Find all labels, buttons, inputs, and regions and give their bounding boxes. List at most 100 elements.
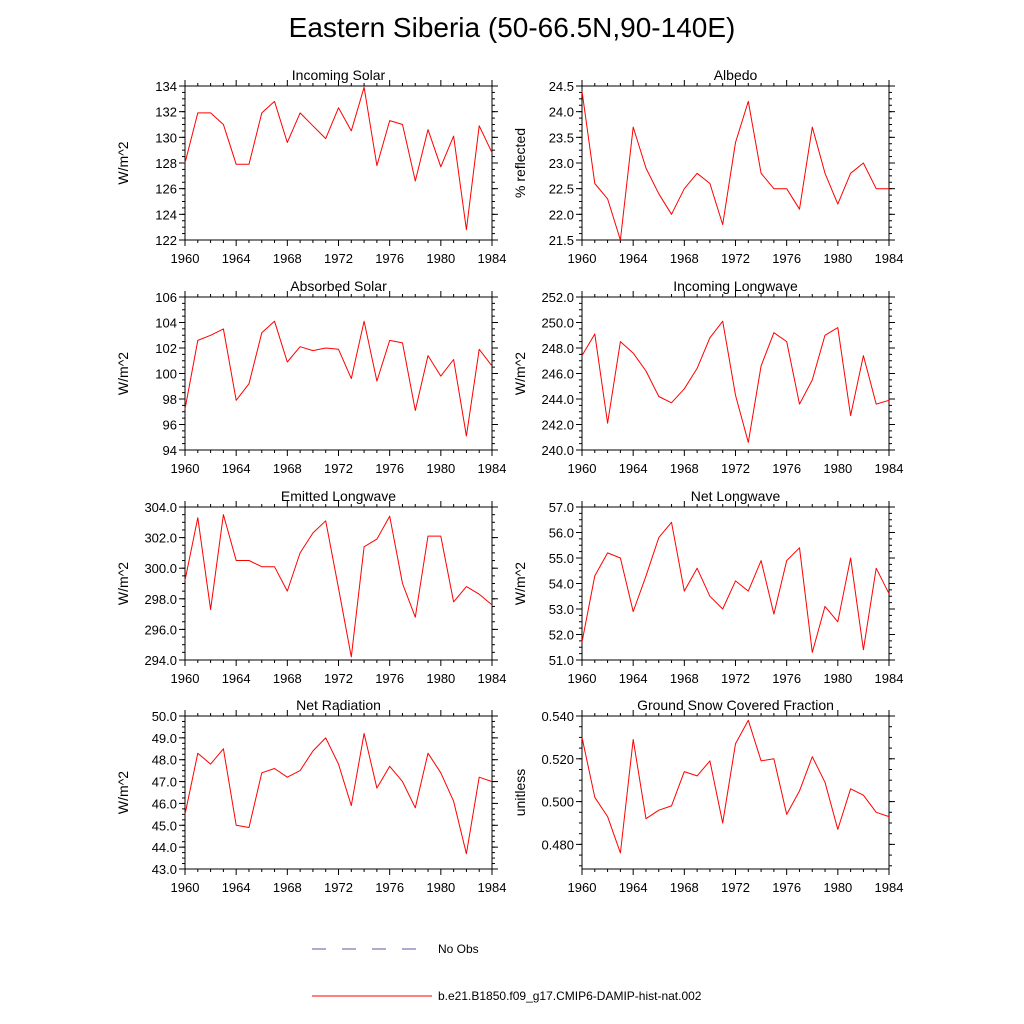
y-tick-label: 104 — [155, 316, 177, 331]
x-tick-label: 1960 — [171, 880, 200, 895]
y-tick-label: 100 — [155, 367, 177, 382]
x-tick-label: 1972 — [721, 251, 750, 266]
chart-title: Emitted Longwave — [281, 488, 396, 504]
y-tick-label: 45.0 — [152, 818, 177, 833]
x-tick-label: 1984 — [478, 880, 507, 895]
series-line — [184, 733, 493, 855]
chart-title: Albedo — [714, 67, 758, 83]
y-tick-label: 0.540 — [541, 709, 574, 724]
y-tick-label: 21.5 — [549, 233, 574, 248]
plot-frame — [581, 506, 890, 661]
y-axis-label: W/m^2 — [115, 352, 131, 395]
y-tick-label: 54.0 — [549, 577, 574, 592]
series-line — [184, 514, 493, 658]
y-tick-label: 94 — [163, 443, 177, 458]
y-tick-label: 134 — [155, 79, 177, 94]
y-tick-label: 44.0 — [152, 840, 177, 855]
plot-frame — [581, 715, 890, 870]
chart-panel-7: Net Radiation W/m^2 43.0 44.0 45.0 46.0 47.0 48… — [115, 697, 506, 895]
x-tick-label: 1968 — [670, 251, 699, 266]
x-tick-label: 1984 — [478, 251, 507, 266]
x-tick-label: 1980 — [823, 251, 852, 266]
y-tick-label: 300.0 — [144, 561, 177, 576]
y-tick-label: 246.0 — [541, 367, 574, 382]
x-tick-label: 1964 — [222, 671, 251, 686]
y-tick-label: 0.520 — [541, 752, 574, 767]
x-tick-label: 1984 — [875, 880, 904, 895]
y-tick-label: 23.0 — [549, 156, 574, 171]
x-tick-label: 1968 — [670, 880, 699, 895]
x-tick-label: 1968 — [273, 251, 302, 266]
x-tick-label: 1960 — [568, 251, 597, 266]
x-tick-label: 1968 — [670, 671, 699, 686]
y-tick-label: 24.5 — [549, 79, 574, 94]
x-tick-label: 1964 — [222, 251, 251, 266]
chart-panel-5: Emitted Longwave W/m^2 294.0 296.0 298.0 300.… — [115, 488, 506, 686]
y-tick-label: 43.0 — [152, 862, 177, 877]
page-title: Eastern Siberia (50-66.5N,90-140E) — [288, 12, 736, 43]
chart-title: Absorbed Solar — [290, 278, 387, 294]
y-tick-label: 96 — [163, 418, 177, 433]
y-tick-label: 126 — [155, 182, 177, 197]
x-tick-label: 1980 — [823, 461, 852, 476]
x-tick-label: 1976 — [772, 251, 801, 266]
x-tick-label: 1964 — [222, 880, 251, 895]
x-tick-label: 1976 — [772, 880, 801, 895]
chart-panel-3: Absorbed Solar W/m^2 94 96 98 100 102 104 106 196… — [115, 278, 506, 476]
y-tick-label: 98 — [163, 392, 177, 407]
y-tick-label: 22.5 — [549, 182, 574, 197]
chart-title: Net Radiation — [296, 697, 381, 713]
x-tick-label: 1968 — [273, 880, 302, 895]
y-tick-label: 294.0 — [144, 653, 177, 668]
y-tick-label: 50.0 — [152, 709, 177, 724]
x-tick-label: 1984 — [875, 251, 904, 266]
y-tick-label: 46.0 — [152, 796, 177, 811]
x-tick-label: 1960 — [171, 251, 200, 266]
x-tick-label: 1960 — [568, 461, 597, 476]
x-tick-label: 1980 — [426, 251, 455, 266]
x-tick-label: 1980 — [426, 880, 455, 895]
y-tick-label: 240.0 — [541, 443, 574, 458]
chart-title: Incoming Solar — [292, 67, 386, 83]
series-line — [581, 320, 890, 443]
y-axis-label: W/m^2 — [512, 352, 528, 395]
y-tick-label: 53.0 — [549, 602, 574, 617]
x-tick-label: 1964 — [619, 880, 648, 895]
chart-panel-2: Albedo % reflected 21.5 22.0 22.5 23.0 23.5 24.… — [512, 67, 903, 266]
y-tick-label: 244.0 — [541, 392, 574, 407]
x-tick-label: 1960 — [568, 880, 597, 895]
x-tick-label: 1984 — [478, 671, 507, 686]
y-axis-label: % reflected — [512, 128, 528, 198]
y-tick-label: 52.0 — [549, 628, 574, 643]
x-tick-label: 1976 — [375, 251, 404, 266]
x-tick-label: 1980 — [823, 671, 852, 686]
y-axis-label: W/m^2 — [115, 562, 131, 605]
x-tick-label: 1984 — [478, 461, 507, 476]
y-tick-label: 23.5 — [549, 130, 574, 145]
y-tick-label: 0.480 — [541, 837, 574, 852]
y-tick-label: 304.0 — [144, 500, 177, 515]
y-tick-label: 48.0 — [152, 753, 177, 768]
y-tick-label: 248.0 — [541, 341, 574, 356]
y-tick-label: 47.0 — [152, 775, 177, 790]
y-tick-label: 130 — [155, 130, 177, 145]
y-tick-label: 49.0 — [152, 731, 177, 746]
series-line — [581, 719, 890, 854]
chart-panel-6: Net Longwave W/m^2 51.0 52.0 53.0 54.0 55.0 56.… — [512, 488, 903, 686]
y-tick-label: 55.0 — [549, 551, 574, 566]
chart-title: Incoming Longwave — [673, 278, 798, 294]
series-line — [184, 86, 493, 231]
plot-frame — [581, 85, 890, 241]
y-axis-label: W/m^2 — [115, 141, 131, 184]
chart-panel-1: Incoming Solar W/m^2 122 124 126 128 130 132 134… — [115, 67, 506, 266]
y-tick-label: 132 — [155, 105, 177, 120]
y-axis-label: W/m^2 — [115, 771, 131, 814]
plot-frame — [581, 296, 890, 451]
y-tick-label: 51.0 — [549, 653, 574, 668]
x-tick-label: 1980 — [426, 461, 455, 476]
x-tick-label: 1980 — [426, 671, 455, 686]
x-tick-label: 1960 — [171, 671, 200, 686]
x-tick-label: 1976 — [772, 461, 801, 476]
x-tick-label: 1968 — [273, 671, 302, 686]
